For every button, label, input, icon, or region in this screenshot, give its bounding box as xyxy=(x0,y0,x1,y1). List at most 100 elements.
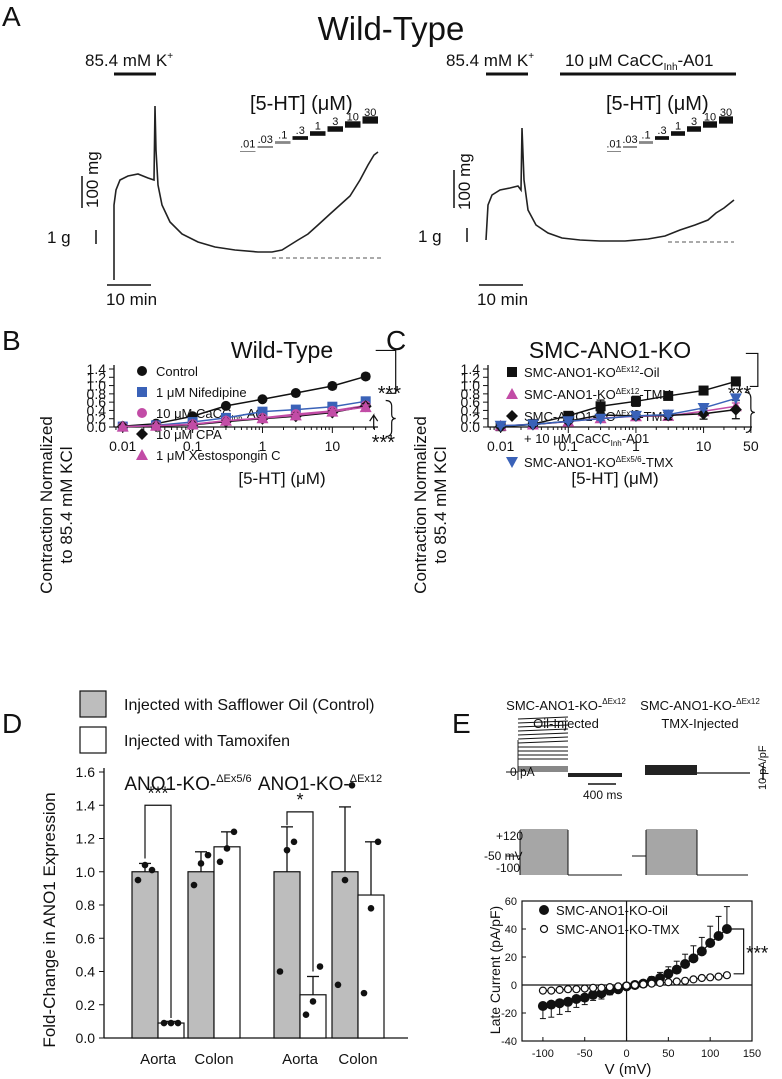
legend-marker xyxy=(506,388,518,399)
data-point xyxy=(664,978,673,987)
chart-b: 0.00.20.40.60.81.01.21.4 0.01 0.1 1 10 *** *** xyxy=(87,349,402,454)
panel-c-title: SMC-ANO1-KO xyxy=(529,337,691,363)
sig-bracket xyxy=(375,349,397,394)
bar-oil xyxy=(273,871,301,1039)
legend-tmx-label: Injected with Tamoxifen xyxy=(124,733,290,750)
x-tick-label: 50 xyxy=(743,438,759,454)
series-line xyxy=(500,397,737,427)
legend-marker xyxy=(507,367,517,377)
v-bottom-label: -100 xyxy=(496,861,520,875)
data-point xyxy=(190,881,198,889)
data-point xyxy=(367,905,375,912)
y-tick-label: 0.0 xyxy=(461,419,481,435)
conc-step-label: .03 xyxy=(622,134,637,146)
conc-step-label: .1 xyxy=(278,130,287,142)
x-tick-label: 0.1 xyxy=(183,438,203,454)
data-point xyxy=(256,412,269,424)
chart-e-ylabel: Late Current (pA/pF) xyxy=(487,906,503,1034)
sig-brace xyxy=(385,399,396,438)
data-point xyxy=(671,964,682,975)
conc-step-label: 1 xyxy=(675,121,681,133)
chart-c-ylabel-line1: Contraction Normalized xyxy=(411,416,430,594)
x-tick-label: 0.01 xyxy=(487,438,514,454)
legend-label-extra: + 10 μM CaCCInh-A01 xyxy=(524,431,649,448)
conc-step-label: 30 xyxy=(364,107,376,119)
data-point xyxy=(546,999,557,1010)
tension-trace-left xyxy=(113,105,379,280)
x-tick-label: -50 xyxy=(577,1048,593,1060)
scale-mg-left: 100 mg xyxy=(83,151,102,208)
current-trace-oil xyxy=(517,720,569,724)
data-point xyxy=(302,1011,310,1019)
data-point xyxy=(554,998,565,1009)
y-tick-label: 1.2 xyxy=(76,831,96,847)
zero-pa-label: 0 pA xyxy=(510,765,535,779)
x-tick-label: 150 xyxy=(743,1048,761,1060)
data-point xyxy=(359,401,372,413)
data-point xyxy=(555,985,564,995)
data-point xyxy=(348,782,356,789)
sig-stars: *** xyxy=(746,943,769,964)
data-point xyxy=(614,982,623,991)
time-label-right: 10 min xyxy=(477,290,528,309)
data-point xyxy=(605,982,614,992)
legend-oil-label: Injected with Safflower Oil (Control) xyxy=(124,697,374,714)
data-point xyxy=(283,846,291,854)
data-point xyxy=(655,978,665,988)
sig-stars: *** xyxy=(147,783,168,803)
legend-label: 1 μM Nifedipine xyxy=(156,385,247,400)
series-line xyxy=(500,380,737,427)
sig-stars: *** xyxy=(378,383,402,405)
data-point xyxy=(597,983,606,992)
y-tick-label: 1.2 xyxy=(87,369,107,385)
legend-marker xyxy=(137,366,147,376)
conc-step-label: 3 xyxy=(332,116,338,128)
x-tick-label: 50 xyxy=(662,1048,674,1060)
series-line xyxy=(122,406,366,428)
legend-marker xyxy=(137,387,147,397)
data-point xyxy=(705,938,716,948)
y-tick-label: 0.2 xyxy=(76,997,96,1013)
y-tick-label: 0.4 xyxy=(87,402,107,418)
data-point xyxy=(579,992,590,1003)
conc-step-label: .03 xyxy=(258,134,273,146)
data-point xyxy=(680,959,691,969)
data-point xyxy=(134,876,142,884)
trace-tmx-title: SMC-ANO1-KO-ΔEx12 xyxy=(640,697,760,713)
data-point xyxy=(204,851,212,859)
y-tick-label: 1.6 xyxy=(76,764,96,780)
y-tick-label: -20 xyxy=(501,1008,517,1020)
data-point xyxy=(706,973,715,982)
plot-frame xyxy=(521,900,753,1042)
sig-stars: *** xyxy=(728,383,752,405)
panel-d: D Injected with Safflower Oil (Control) … xyxy=(2,690,408,1068)
data-point xyxy=(729,393,742,405)
current-trace-oil xyxy=(517,728,569,732)
data-point xyxy=(622,981,631,990)
data-point xyxy=(698,385,709,396)
v-top-label: +120 xyxy=(496,829,523,843)
chart-b-ylabel-line1: Contraction Normalized xyxy=(37,416,56,594)
x-tick-label: 10 xyxy=(696,438,712,454)
chart-e: -40 -20 0 20 40 60 -100 -50 0 50 100 150 SMC-ANO1-KO… xyxy=(501,896,769,1060)
legend-marker xyxy=(137,408,147,418)
data-point xyxy=(663,968,674,979)
legend-marker xyxy=(506,410,518,422)
data-point xyxy=(141,861,149,869)
x-tick-label: 1 xyxy=(259,438,267,454)
k-label-left: 85.4 mM K+ xyxy=(85,51,173,70)
x-tick-label: 0.01 xyxy=(109,438,136,454)
chart-c-ylabel-line2: to 85.4 mM KCl xyxy=(431,446,450,563)
data-point xyxy=(729,403,742,416)
data-point xyxy=(730,376,741,387)
panel-b: B Wild-Type Control 1 μM Nifedipine 10 μM … xyxy=(2,325,401,594)
data-point xyxy=(629,410,642,422)
data-point xyxy=(290,388,301,399)
data-point xyxy=(537,1001,548,1011)
data-point xyxy=(290,838,298,846)
bar-tmx xyxy=(213,846,241,1039)
y-tick-label: 1.0 xyxy=(87,378,107,394)
data-point xyxy=(572,985,581,994)
panel-label-d: D xyxy=(2,708,22,739)
current-trace-oil xyxy=(517,740,569,744)
